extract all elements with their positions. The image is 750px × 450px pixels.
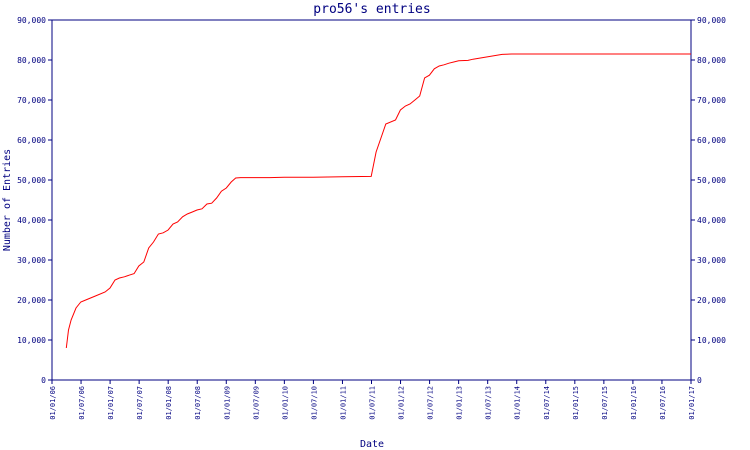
x-tick-label: 01/01/06 bbox=[49, 386, 57, 420]
x-tick-label: 01/07/07 bbox=[136, 386, 144, 420]
x-tick-label: 01/07/12 bbox=[427, 386, 435, 420]
series-layer bbox=[65, 53, 691, 349]
x-tick-label: 01/07/16 bbox=[659, 386, 667, 420]
x-tick-label: 01/07/15 bbox=[601, 386, 609, 420]
x-tick-label: 01/01/07 bbox=[107, 386, 115, 420]
y-tick-label-left: 60,000 bbox=[17, 136, 46, 145]
x-tick-label: 01/01/13 bbox=[456, 386, 464, 420]
x-tick-label: 01/01/12 bbox=[398, 386, 406, 420]
chart-title: pro56's entries bbox=[313, 2, 430, 17]
y-tick-label-right: 40,000 bbox=[697, 216, 726, 225]
x-tick-label: 01/07/09 bbox=[252, 386, 260, 420]
series-line bbox=[65, 53, 691, 349]
x-tick-label: 01/01/09 bbox=[223, 386, 231, 420]
x-tick-label: 01/07/08 bbox=[194, 386, 202, 420]
y-tick-label-right: 30,000 bbox=[697, 256, 726, 265]
x-tick-label: 01/07/10 bbox=[310, 386, 318, 420]
y-tick-label-left: 90,000 bbox=[17, 16, 46, 25]
x-tick-label: 01/07/14 bbox=[543, 386, 551, 420]
y-tick-label-left: 30,000 bbox=[17, 256, 46, 265]
y-tick-label-left: 50,000 bbox=[17, 176, 46, 185]
y-tick-label-right: 10,000 bbox=[697, 336, 726, 345]
x-tick-label: 01/01/15 bbox=[572, 386, 580, 420]
x-tick-label: 01/01/17 bbox=[688, 386, 696, 420]
x-tick-label: 01/07/06 bbox=[78, 386, 86, 420]
y-tick-label-right: 90,000 bbox=[697, 16, 726, 25]
y-tick-label-left: 80,000 bbox=[17, 56, 46, 65]
y-tick-label-right: 60,000 bbox=[697, 136, 726, 145]
y-tick-label-right: 20,000 bbox=[697, 296, 726, 305]
x-axis: 01/01/06 01/07/06 01/01/07 01/07/07 01/01/08… bbox=[49, 380, 696, 420]
y-axis-right: 0 10,000 20,000 30,000 40,000 50,000 60,000 70,… bbox=[691, 16, 726, 385]
y-tick-label-right: 80,000 bbox=[697, 56, 726, 65]
x-tick-label: 01/01/08 bbox=[165, 386, 173, 420]
x-axis-label: Date bbox=[360, 439, 384, 450]
x-tick-label: 01/01/16 bbox=[630, 386, 638, 420]
y-axis-left: 0 10,000 20,000 30,000 40,000 50,000 60,000 70,… bbox=[17, 16, 52, 385]
y-tick-label-right: 0 bbox=[697, 376, 702, 385]
y-tick-label-right: 70,000 bbox=[697, 96, 726, 105]
x-tick-label: 01/01/10 bbox=[281, 386, 289, 420]
y-tick-label-left: 70,000 bbox=[17, 96, 46, 105]
y-tick-label-left: 0 bbox=[41, 376, 46, 385]
x-tick-label: 01/07/13 bbox=[485, 386, 493, 420]
y-axis-label: Number of Entries bbox=[2, 149, 13, 251]
x-tick-label: 01/01/11 bbox=[339, 386, 347, 420]
y-tick-label-right: 50,000 bbox=[697, 176, 726, 185]
y-tick-label-left: 10,000 bbox=[17, 336, 46, 345]
x-tick-label: 01/01/14 bbox=[514, 386, 522, 420]
x-tick-label: 01/07/11 bbox=[369, 386, 377, 420]
y-tick-label-left: 20,000 bbox=[17, 296, 46, 305]
y-tick-label-left: 40,000 bbox=[17, 216, 46, 225]
